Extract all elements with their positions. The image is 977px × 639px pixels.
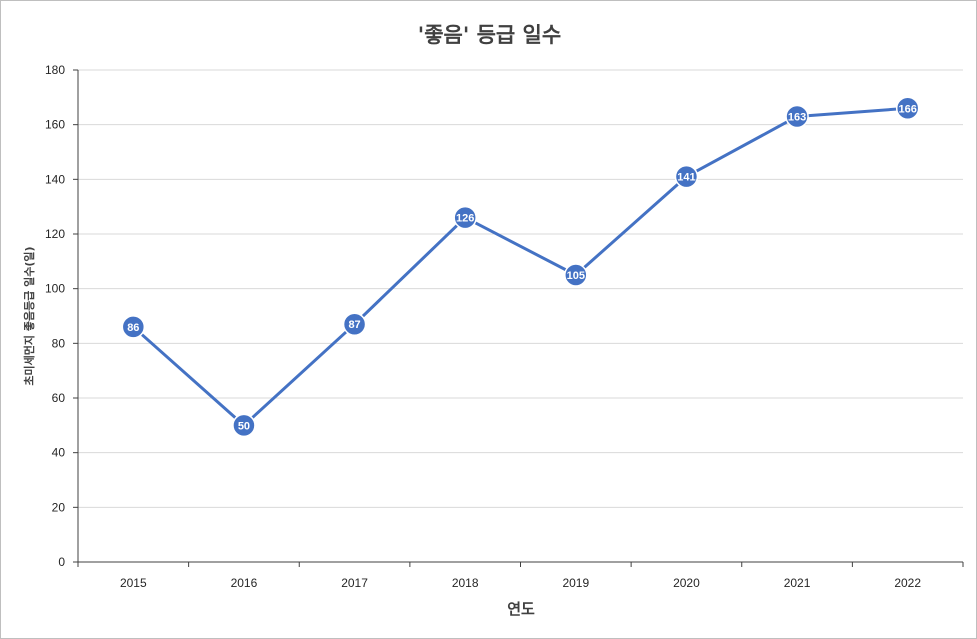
data-point	[785, 104, 809, 129]
series-line	[132, 106, 908, 427]
y-tick-label: 160	[45, 118, 65, 132]
y-tick-label: 180	[45, 63, 65, 77]
x-tick-label: 2016	[231, 576, 258, 590]
x-tick-label: 2019	[562, 576, 589, 590]
data-point	[674, 164, 699, 189]
x-tick-label: 2017	[341, 576, 368, 590]
data-point	[342, 312, 367, 336]
data-point	[121, 315, 146, 339]
y-tick-label: 60	[52, 391, 66, 405]
y-tick-label: 20	[52, 500, 66, 514]
x-tick-label: 2015	[120, 576, 147, 590]
data-point	[453, 205, 477, 230]
data-label: 105	[567, 270, 585, 282]
data-point	[232, 413, 256, 438]
chart-title: '좋음' 등급 일수	[417, 23, 562, 47]
y-tick-label: 120	[45, 227, 65, 241]
x-tick-label: 2020	[673, 576, 700, 590]
y-tick-label: 0	[58, 555, 65, 569]
x-axis-title: 연도	[507, 600, 535, 618]
y-tick-label: 40	[52, 446, 66, 460]
data-label: 141	[677, 172, 695, 184]
data-point	[564, 263, 588, 287]
data-point	[895, 96, 920, 121]
y-tick-label: 80	[52, 336, 66, 350]
data-label: 166	[899, 103, 917, 115]
data-label: 87	[348, 319, 360, 331]
data-label: 163	[788, 111, 806, 123]
data-label: 86	[127, 322, 139, 334]
x-tick-label: 2022	[894, 576, 921, 590]
x-tick-label: 2018	[452, 576, 479, 590]
data-label: 50	[238, 420, 250, 432]
data-label: 126	[456, 213, 474, 225]
y-tick-label: 100	[45, 282, 65, 296]
y-tick-label: 140	[45, 172, 65, 186]
x-tick-label: 2021	[784, 576, 811, 590]
